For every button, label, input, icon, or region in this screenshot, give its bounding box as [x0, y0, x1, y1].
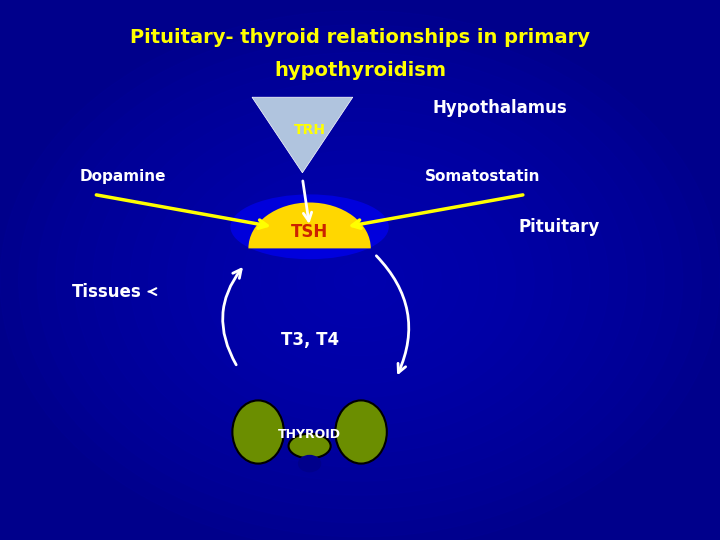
Polygon shape — [252, 97, 353, 173]
FancyArrowPatch shape — [377, 256, 409, 373]
Text: Pituitary- thyroid relationships in primary: Pituitary- thyroid relationships in prim… — [130, 28, 590, 48]
Ellipse shape — [289, 434, 330, 458]
Text: TSH: TSH — [291, 223, 328, 241]
Ellipse shape — [298, 455, 321, 472]
Text: Somatostatin: Somatostatin — [425, 168, 540, 184]
Text: hypothyroidism: hypothyroidism — [274, 60, 446, 80]
Text: Dopamine: Dopamine — [79, 168, 166, 184]
Ellipse shape — [336, 401, 387, 463]
Text: Pituitary: Pituitary — [518, 218, 600, 236]
Ellipse shape — [230, 194, 389, 259]
Text: Tissues: Tissues — [72, 282, 156, 301]
Text: T3, T4: T3, T4 — [281, 331, 339, 349]
Text: THYROID: THYROID — [278, 428, 341, 441]
Wedge shape — [248, 202, 371, 248]
FancyArrowPatch shape — [222, 269, 241, 365]
Ellipse shape — [233, 401, 284, 463]
Text: TRH: TRH — [294, 123, 325, 137]
Text: Hypothalamus: Hypothalamus — [432, 99, 567, 117]
